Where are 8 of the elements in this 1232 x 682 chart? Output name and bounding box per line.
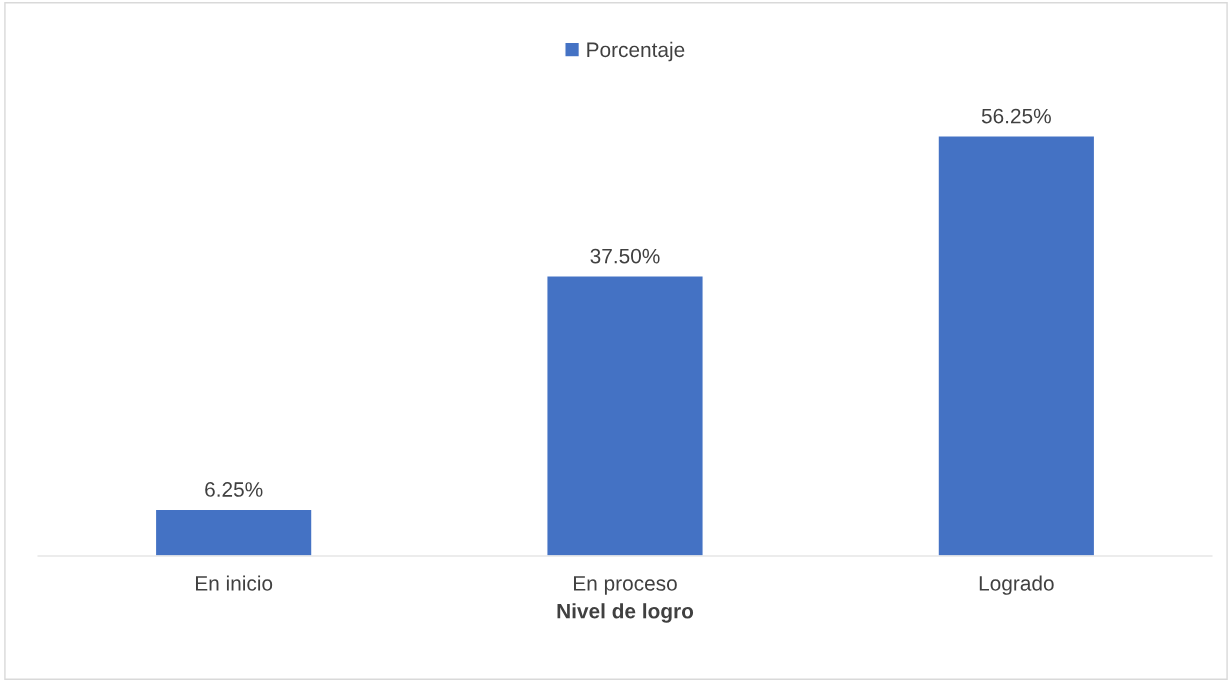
data-label: 37.50% bbox=[590, 248, 660, 264]
data-label: 6.25% bbox=[205, 482, 263, 497]
x-axis-title: Nivel de logro bbox=[557, 603, 694, 623]
legend-label: Porcentaje bbox=[587, 41, 685, 62]
data-label: 56.25% bbox=[981, 108, 1051, 124]
x-tick-label: En inicio bbox=[196, 575, 273, 591]
x-tick-label: En proceso bbox=[574, 576, 677, 595]
x-tick-label: Logrado bbox=[979, 575, 1054, 595]
